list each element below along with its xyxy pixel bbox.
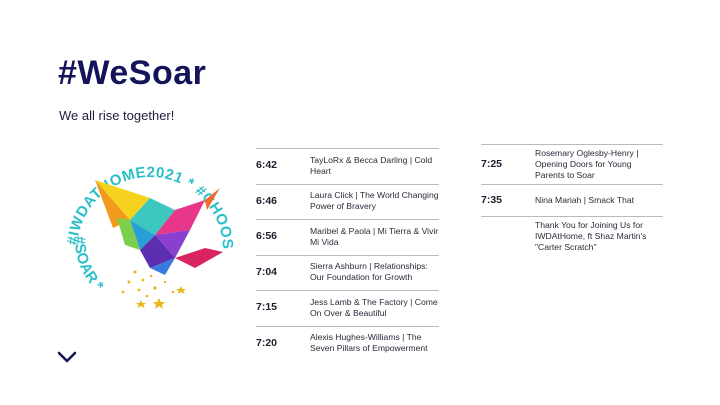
schedule-act: Nina Mariah | Smack That bbox=[535, 194, 635, 205]
schedule-row: 7:04 Sierra Ashburn | Relationships: Our… bbox=[256, 254, 439, 291]
schedule-time: 7:20 bbox=[256, 336, 278, 349]
logo-ring-text-bottom: #SOAR * bbox=[71, 236, 107, 295]
schedule-act: Thank You for Joining Us for IWDAtHome, … bbox=[535, 219, 647, 252]
origami-bird-icon bbox=[95, 180, 223, 275]
schedule-row: 7:35 Nina Mariah | Smack That bbox=[481, 184, 663, 216]
schedule-time: 7:04 bbox=[256, 265, 278, 278]
schedule-row: 6:42 TayLoRx & Becca Darling | Cold Hear… bbox=[256, 148, 439, 184]
schedule-time: 7:15 bbox=[256, 301, 278, 314]
schedule-time: 7:25 bbox=[481, 157, 503, 170]
schedule-row: 7:25 Rosemary Oglesby-Henry | Opening Do… bbox=[481, 144, 663, 184]
schedule-row: 6:56 Maribel & Paola | Mi Tierra & Vivir… bbox=[256, 219, 439, 255]
schedule-row: 7:15 Jess Lamb & The Factory | Come On O… bbox=[256, 290, 439, 326]
chevron-down-icon[interactable] bbox=[57, 350, 77, 364]
page-subtitle: We all rise together! bbox=[59, 108, 175, 123]
schedule-act: Jess Lamb & The Factory | Come On Over &… bbox=[310, 296, 438, 318]
schedule-row: 6:46 Laura Click | The World Changing Po… bbox=[256, 183, 439, 220]
schedule-row: Thank You for Joining Us for IWDAtHome, … bbox=[481, 216, 663, 256]
schedule-act: Rosemary Oglesby-Henry | Opening Doors f… bbox=[535, 147, 639, 180]
schedule-column-2: 7:25 Rosemary Oglesby-Henry | Opening Do… bbox=[481, 144, 663, 256]
schedule-act: Maribel & Paola | Mi Tierra & Vivir Mi V… bbox=[310, 225, 439, 247]
schedule-act: Alexis Hughes-Williams | The Seven Pilla… bbox=[310, 332, 428, 354]
schedule-act: Laura Click | The World Changing Power o… bbox=[310, 190, 439, 212]
schedule-act: TayLoRx & Becca Darling | Cold Heart bbox=[310, 154, 433, 176]
schedule-column-1: 6:42 TayLoRx & Becca Darling | Cold Hear… bbox=[256, 148, 439, 361]
schedule-act: Sierra Ashburn | Relationships: Our Foun… bbox=[310, 261, 428, 283]
schedule-time: 7:35 bbox=[481, 193, 503, 206]
iwd-soar-logo: #IWDATHOME2021 * #CHOOSETOCHALLENGE #SOA… bbox=[55, 140, 236, 309]
stars-decoration bbox=[121, 270, 186, 309]
page-title: #WeSoar bbox=[58, 54, 207, 92]
schedule-row: 7:20 Alexis Hughes-Williams | The Seven … bbox=[256, 325, 439, 362]
schedule-time: 6:56 bbox=[256, 230, 278, 243]
schedule-time: 6:42 bbox=[256, 159, 278, 172]
schedule-time: 6:46 bbox=[256, 194, 278, 207]
